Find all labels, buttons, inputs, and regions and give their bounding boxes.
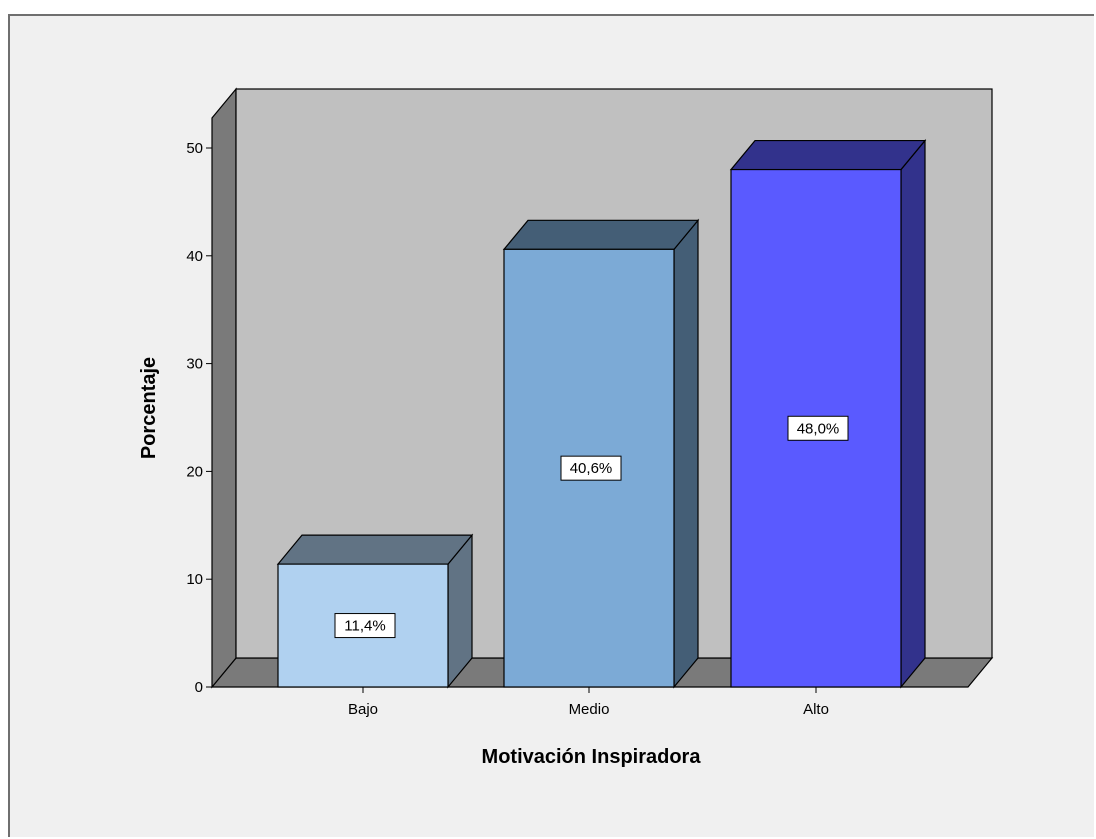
bar-alto: 48,0%: [729, 138, 927, 689]
data-label: 48,0%: [797, 420, 840, 437]
y-tick-label: 0: [195, 679, 203, 696]
bar-side: [900, 138, 926, 689]
x-tick-label: Medio: [569, 701, 610, 718]
bar-bajo: 11,4%: [276, 533, 474, 689]
bar-side: [673, 218, 699, 689]
y-tick-label: 30: [186, 356, 203, 373]
data-label: 11,4%: [344, 618, 385, 635]
y-tick-label: 50: [186, 140, 203, 157]
x-axis: Bajo Medio Alto: [212, 686, 968, 718]
data-label-box: [334, 613, 396, 639]
side-wall: [211, 87, 237, 689]
data-label-box: [560, 455, 622, 481]
data-label: 40,6%: [570, 460, 613, 477]
y-tick-label: 40: [186, 248, 203, 265]
bar-medio: 40,6%: [502, 218, 700, 689]
x-axis-title: Motivación Inspiradora: [482, 746, 702, 768]
y-axis: 0 10 20 30 40 50: [186, 118, 213, 696]
y-tick-label: 10: [186, 571, 203, 588]
data-label-box: [787, 415, 849, 441]
x-tick-label: Alto: [803, 701, 829, 718]
bar-top: [276, 534, 474, 565]
x-tick-label: Bajo: [348, 701, 378, 718]
y-axis-title: Porcentaje: [138, 357, 160, 459]
bar-top: [729, 139, 927, 171]
bar-top: [502, 219, 700, 250]
y-tick-label: 20: [186, 463, 203, 480]
bars: 11,4% 40,6% 48,0%: [276, 138, 927, 689]
